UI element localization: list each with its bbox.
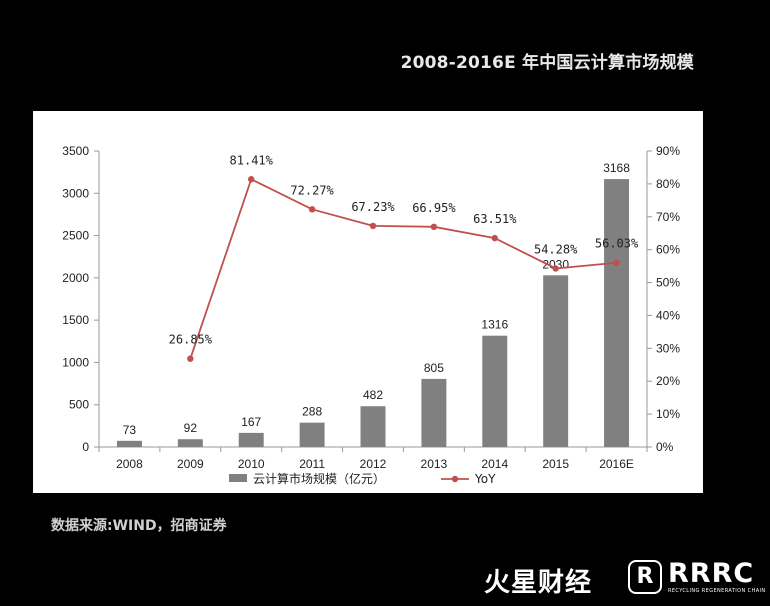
y2-tick-label: 80% xyxy=(656,177,680,191)
y2-tick-label: 70% xyxy=(656,210,680,224)
bar-data-label: 805 xyxy=(424,361,444,375)
rrrc-tagline: RECYCLING REGENERATION CHAIN xyxy=(668,588,766,594)
bar xyxy=(177,439,203,447)
yoy-data-label: 67.23% xyxy=(351,200,395,214)
yoy-point xyxy=(552,265,559,272)
x-tick-label: 2010 xyxy=(238,457,265,471)
y-tick-label: 500 xyxy=(69,398,89,412)
y2-tick-label: 10% xyxy=(656,407,680,421)
x-tick-label: 2016E xyxy=(599,457,634,471)
yoy-data-label: 26.85% xyxy=(169,333,213,347)
y-tick-label: 2500 xyxy=(62,229,89,243)
yoy-point xyxy=(369,222,377,230)
bar-data-label: 167 xyxy=(241,415,261,429)
yoy-point xyxy=(308,206,316,213)
bar-data-label: 288 xyxy=(302,405,322,419)
y2-tick-label: 90% xyxy=(656,144,680,158)
bar xyxy=(421,378,447,447)
y2-tick-label: 0% xyxy=(656,440,674,454)
y2-tick-label: 20% xyxy=(656,374,680,388)
y-tick-label: 3500 xyxy=(62,144,89,158)
legend-bar-swatch xyxy=(229,474,247,482)
yoy-data-label: 56.03% xyxy=(595,237,639,251)
y-tick-label: 1500 xyxy=(62,313,89,327)
chart-axes: 0 500 1000 1500 2000 2500 3000 3500 0% 10% 20% 30% 4… xyxy=(62,144,680,471)
bar xyxy=(116,440,142,447)
yoy-point xyxy=(430,223,438,231)
x-tick-label: 2008 xyxy=(116,457,143,471)
legend-line-label: YoY xyxy=(474,472,496,486)
bar-data-label: 73 xyxy=(123,423,137,437)
x-tick-label: 2009 xyxy=(177,457,204,471)
page-title: 2008-2016E 年中国云计算市场规模 xyxy=(400,53,694,73)
yoy-point xyxy=(613,259,620,266)
bar xyxy=(604,179,630,448)
bar-data-label: 92 xyxy=(184,421,198,435)
legend-line-marker xyxy=(451,475,459,483)
chart-svg: 0 500 1000 1500 2000 2500 3000 3500 0% 10% 20% 30% 4… xyxy=(62,144,680,486)
logo-rrrc: R RRRC RECYCLING REGENERATION CHAIN xyxy=(628,560,766,595)
bar xyxy=(238,432,264,447)
yoy-line xyxy=(189,177,617,359)
yoy-point xyxy=(491,234,498,242)
bar xyxy=(299,422,325,447)
chart-legend: 云计算市场规模（亿元） YoY xyxy=(229,471,496,486)
bar xyxy=(360,406,386,447)
y2-tick-label: 50% xyxy=(656,276,680,290)
x-tick-label: 2012 xyxy=(360,457,387,471)
x-tick-label: 2014 xyxy=(481,457,508,471)
bar xyxy=(543,275,569,447)
y2-tick-label: 60% xyxy=(656,243,680,257)
yoy-point xyxy=(248,176,255,183)
yoy-point xyxy=(187,355,194,362)
y2-tick-label: 40% xyxy=(656,308,680,322)
yoy-data-label: 63.51% xyxy=(473,212,517,226)
bar-data-label: 3168 xyxy=(603,161,630,175)
y2-tick-label: 30% xyxy=(656,341,680,355)
logo-huoxing: 火星财经 xyxy=(484,568,593,598)
bar-data-label: 1316 xyxy=(481,318,508,332)
line-series: 26.85% 81.41% 72.27% 67.23% 66.95% 63.51% 54.2… xyxy=(169,153,639,362)
yoy-data-label: 54.28% xyxy=(534,242,578,256)
x-tick-label: 2011 xyxy=(299,457,325,471)
y-tick-label: 1000 xyxy=(62,355,89,369)
legend-bar-label: 云计算市场规模（亿元） xyxy=(253,471,385,486)
x-tick-label: 2015 xyxy=(542,457,569,471)
yoy-data-label: 72.27% xyxy=(290,183,334,197)
data-source-note: 数据来源:WIND，招商证券 xyxy=(51,518,227,534)
chart-panel: 0 500 1000 1500 2000 2500 3000 3500 0% 10% 20% 30% 4… xyxy=(33,111,703,493)
y-tick-label: 2000 xyxy=(62,271,89,285)
yoy-data-label: 66.95% xyxy=(412,201,456,215)
bar xyxy=(482,335,508,447)
yoy-data-label: 81.41% xyxy=(230,153,274,167)
rrrc-mark-icon: R xyxy=(628,560,662,594)
x-tick-label: 2013 xyxy=(421,457,448,471)
y-tick-label: 3000 xyxy=(62,186,89,200)
rrrc-wordmark: RRRC xyxy=(668,558,755,589)
bar-data-label: 482 xyxy=(363,388,383,402)
y-tick-label: 0 xyxy=(82,440,89,454)
